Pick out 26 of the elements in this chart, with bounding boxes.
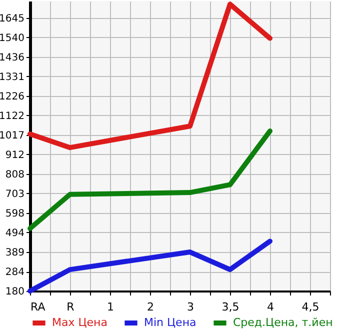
x-tick-label: 1 — [107, 300, 114, 314]
y-tick-label: 284 — [5, 267, 24, 278]
legend-label: Сред.Цена, т.йен — [233, 316, 333, 329]
x-tick-label: 4,5 — [302, 300, 320, 314]
y-tick-label: 808 — [5, 169, 24, 180]
y-tick-label: 1540 — [0, 32, 24, 44]
y-tick-label: 180 — [5, 286, 24, 298]
legend-label: Min Цена — [144, 316, 196, 329]
x-tick-label: RA — [30, 300, 46, 314]
y-tick-label: 703 — [5, 188, 24, 200]
y-tick-label: 1122 — [0, 110, 24, 122]
x-tick-label: 2 — [147, 300, 154, 314]
x-tick-label: 3 — [187, 300, 194, 314]
y-tick-label: 598 — [5, 208, 24, 220]
x-tick-label: 4 — [267, 300, 274, 314]
y-tick-label: 1436 — [0, 52, 24, 64]
y-tick-label: 494 — [5, 228, 24, 239]
x-tick-label: 3,5 — [222, 300, 240, 314]
y-tick-label: 1645 — [0, 13, 24, 24]
y-tick-label: 389 — [5, 248, 24, 259]
legend-label: Max Цена — [52, 316, 108, 329]
y-tick-label: 912 — [5, 150, 24, 161]
y-tick-label: 1331 — [0, 72, 24, 83]
y-tick-label: 1226 — [0, 91, 24, 102]
x-tick-label: R — [66, 300, 75, 314]
y-tick-label: 1017 — [0, 130, 24, 142]
